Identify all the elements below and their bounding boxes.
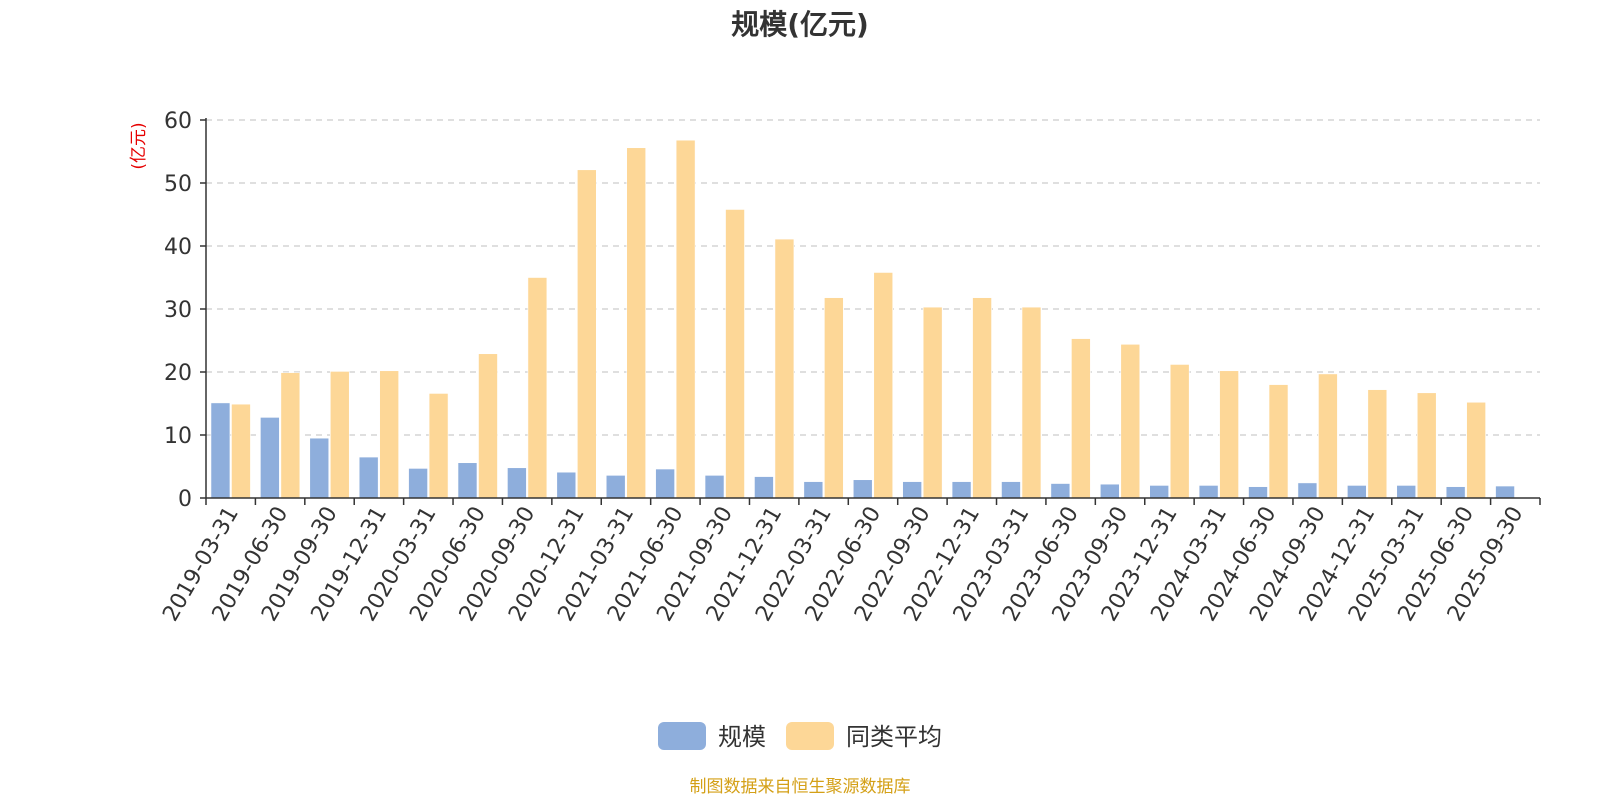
y-tick-label: 50 <box>164 172 192 197</box>
y-tick-label: 10 <box>164 424 192 449</box>
bar-peer-average[interactable] <box>972 297 992 499</box>
bar-scale[interactable] <box>507 467 527 499</box>
bar-scale[interactable] <box>1248 486 1268 499</box>
bar-scale[interactable] <box>902 481 922 499</box>
legend-swatch-peer-average[interactable] <box>786 722 834 750</box>
bar-scale[interactable] <box>358 456 379 499</box>
bar-peer-average[interactable] <box>675 139 696 499</box>
y-tick-labels: 0 10 20 30 40 50 60 <box>164 109 192 512</box>
bar-scale[interactable] <box>655 468 675 499</box>
bar-peer-average[interactable] <box>1120 343 1141 499</box>
y-tick-label: 30 <box>164 298 192 323</box>
bar-peer-average[interactable] <box>577 169 597 499</box>
bar-peer-average[interactable] <box>873 272 894 499</box>
bar-peer-average[interactable] <box>329 371 350 499</box>
bar-peer-average[interactable] <box>1367 389 1388 499</box>
bar-peer-average[interactable] <box>428 393 449 499</box>
bar-scale[interactable] <box>1099 483 1120 499</box>
data-source-note: 制图数据来自恒生聚源数据库 <box>690 777 911 797</box>
bar-peer-average[interactable] <box>1416 392 1437 499</box>
bar-peer-average[interactable] <box>379 370 399 499</box>
bar-scale[interactable] <box>457 462 478 499</box>
legend-label-scale[interactable]: 规模 <box>718 723 766 751</box>
bar-scale[interactable] <box>754 476 774 499</box>
y-tick-label: 60 <box>164 109 192 134</box>
bar-scale[interactable] <box>1149 485 1169 499</box>
bar-scale[interactable] <box>852 479 873 499</box>
bar-peer-average[interactable] <box>824 297 844 499</box>
bar-scale[interactable] <box>1396 485 1417 499</box>
chart-title: 规模(亿元) <box>731 8 869 41</box>
bar-peer-average[interactable] <box>922 306 943 499</box>
bar-peer-average[interactable] <box>1318 373 1338 499</box>
bar-scale[interactable] <box>803 481 824 499</box>
bar-scale[interactable] <box>605 475 626 499</box>
bar-scale[interactable] <box>309 437 330 499</box>
bar-peer-average[interactable] <box>280 372 301 499</box>
bar-scale[interactable] <box>1001 481 1021 499</box>
bar-peer-average[interactable] <box>231 403 251 499</box>
bar-scale[interactable] <box>704 475 725 499</box>
bar-scale[interactable] <box>408 468 428 499</box>
bar-scale[interactable] <box>556 471 577 499</box>
y-tick-label: 20 <box>164 361 192 386</box>
bar-scale[interactable] <box>1445 486 1466 499</box>
bar-scale[interactable] <box>1050 483 1071 499</box>
bar-scale[interactable] <box>210 402 231 499</box>
axes <box>200 118 1541 505</box>
bars <box>210 139 1515 499</box>
y-tick-label: 0 <box>178 487 192 512</box>
bar-scale[interactable] <box>1495 485 1515 499</box>
bar-peer-average[interactable] <box>527 277 548 499</box>
y-tick-label: 40 <box>164 235 192 260</box>
bar-peer-average[interactable] <box>1021 306 1042 499</box>
legend-swatch-scale[interactable] <box>658 722 706 750</box>
y-axis-unit-label: (亿元) <box>129 122 149 169</box>
gridlines <box>206 119 1540 436</box>
bar-peer-average[interactable] <box>774 238 795 499</box>
bar-peer-average[interactable] <box>1466 401 1486 499</box>
bar-scale[interactable] <box>1347 485 1367 499</box>
bar-scale[interactable] <box>1297 482 1318 499</box>
legend-label-peer-average[interactable]: 同类平均 <box>846 723 942 751</box>
bar-peer-average[interactable] <box>626 147 647 499</box>
bar-scale[interactable] <box>1198 485 1219 499</box>
bar-scale[interactable] <box>260 417 280 499</box>
legend[interactable]: 规模 同类平均 <box>658 722 942 751</box>
x-tick-labels: 2019-03-312019-06-302019-09-302019-12-31… <box>158 503 1528 626</box>
bar-peer-average[interactable] <box>1219 370 1239 499</box>
bar-scale[interactable] <box>951 481 972 499</box>
bar-peer-average[interactable] <box>725 209 745 499</box>
bar-peer-average[interactable] <box>1071 338 1091 499</box>
bar-peer-average[interactable] <box>1268 384 1289 499</box>
bar-peer-average[interactable] <box>1169 364 1190 499</box>
bar-peer-average[interactable] <box>478 353 498 499</box>
